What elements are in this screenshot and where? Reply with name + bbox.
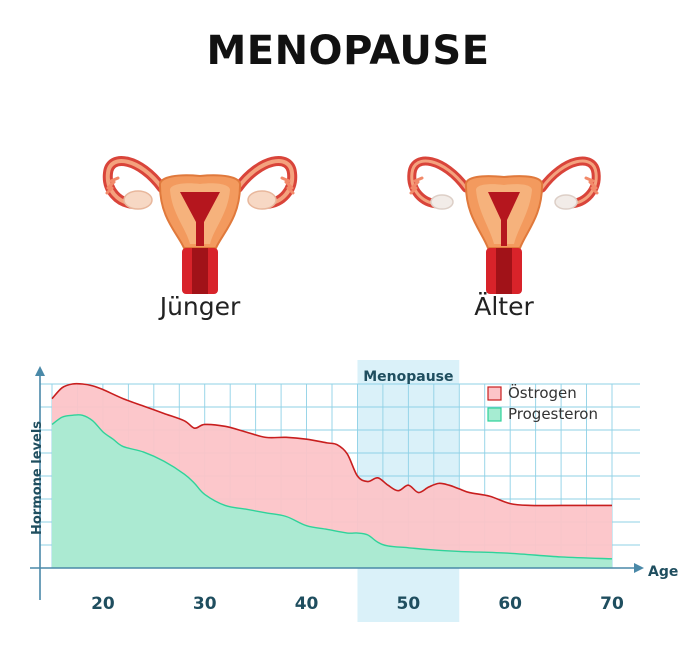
legend-progesteron-label: Progesteron bbox=[508, 405, 598, 423]
panel-label-old: Älter bbox=[474, 292, 534, 321]
page-title: MENOPAUSE bbox=[206, 28, 490, 74]
legend-estrogen-swatch bbox=[487, 386, 502, 401]
x-tick-label: 50 bbox=[397, 594, 421, 614]
series-line-estrogen bbox=[51, 382, 612, 507]
hormone-chart: Menopause 20 30 40 50 60 70 Age Hormone levels Ö… bbox=[30, 360, 678, 622]
legend-estrogen-label: Östrogen bbox=[508, 383, 577, 402]
x-tick-label: 60 bbox=[498, 594, 522, 614]
x-axis-label: Age bbox=[648, 564, 678, 580]
x-tick-label: 40 bbox=[295, 594, 319, 614]
x-axis-arrow-icon bbox=[634, 563, 644, 573]
x-tick-label: 70 bbox=[600, 594, 624, 614]
legend-progesteron-swatch bbox=[487, 407, 502, 422]
x-tick-label: 20 bbox=[91, 594, 115, 614]
series-area-progesteron bbox=[52, 414, 612, 568]
uterus-young-icon bbox=[102, 156, 298, 294]
uterus-old-icon bbox=[407, 156, 601, 294]
panel-label-young: Jünger bbox=[159, 292, 241, 321]
y-axis-label: Hormone levels bbox=[30, 421, 45, 535]
x-tick-label: 30 bbox=[193, 594, 217, 614]
menopause-band-label: Menopause bbox=[363, 369, 453, 385]
series-line-progesteron bbox=[51, 414, 613, 560]
y-axis-arrow-icon bbox=[35, 366, 45, 376]
